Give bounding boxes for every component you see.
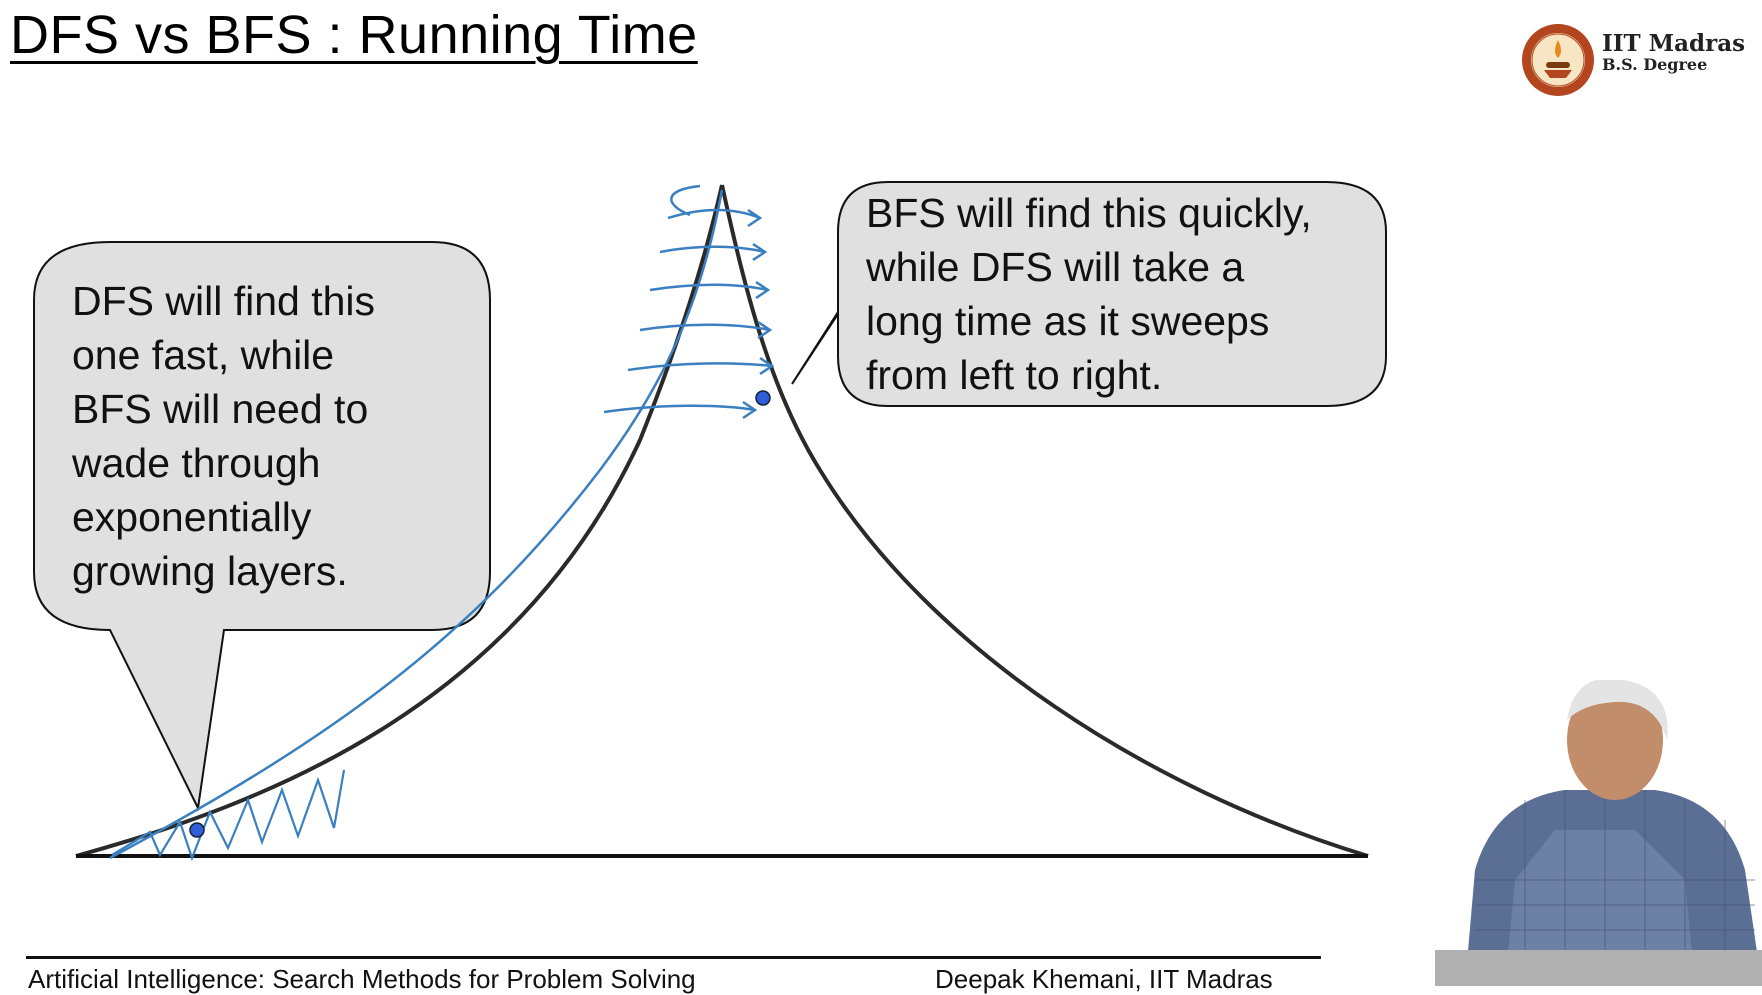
footer-author: Deepak Khemani, IIT Madras bbox=[935, 964, 1273, 994]
slide-title: DFS vs BFS : Running Time bbox=[10, 5, 698, 65]
callout-right-bubble bbox=[791, 181, 1387, 407]
logo-name: IIT Madras bbox=[1602, 30, 1746, 57]
bfs-layer-arrows bbox=[603, 184, 775, 420]
callout-left-line: BFS will need to bbox=[72, 386, 369, 432]
callout-left-line: exponentially bbox=[72, 494, 312, 540]
callout-right-line: long time as it sweeps bbox=[866, 298, 1270, 344]
tree-right-edge bbox=[720, 184, 1369, 858]
logo-subtitle: B.S. Degree bbox=[1602, 55, 1708, 74]
tree-left-edge bbox=[75, 184, 724, 858]
footer-course: Artificial Intelligence: Search Methods … bbox=[28, 964, 696, 994]
iit-madras-seal-icon bbox=[1522, 24, 1594, 96]
logo: IIT Madras B.S. Degree bbox=[1520, 20, 1750, 100]
dfs-sweep-annotation bbox=[109, 189, 724, 860]
presenter-video bbox=[1435, 680, 1762, 986]
callout-left-line: one fast, while bbox=[72, 332, 335, 378]
callout-right-text: BFS will find this quickly, while DFS wi… bbox=[866, 186, 1386, 402]
callout-left-line: growing layers. bbox=[72, 548, 348, 594]
callout-right-line: from left to right. bbox=[866, 352, 1163, 398]
goal-node-right bbox=[755, 390, 771, 406]
dfs-scribble-annotation bbox=[111, 769, 346, 862]
callout-right-line: while DFS will take a bbox=[866, 244, 1245, 290]
callout-left-line: wade through bbox=[72, 440, 321, 486]
goal-node-left bbox=[189, 822, 205, 838]
footer-rule bbox=[26, 956, 1321, 959]
callout-left-line: DFS will find this bbox=[72, 278, 376, 324]
callout-left-text: DFS will find this one fast, while BFS w… bbox=[72, 274, 452, 598]
callout-right-line: BFS will find this quickly, bbox=[866, 190, 1312, 236]
